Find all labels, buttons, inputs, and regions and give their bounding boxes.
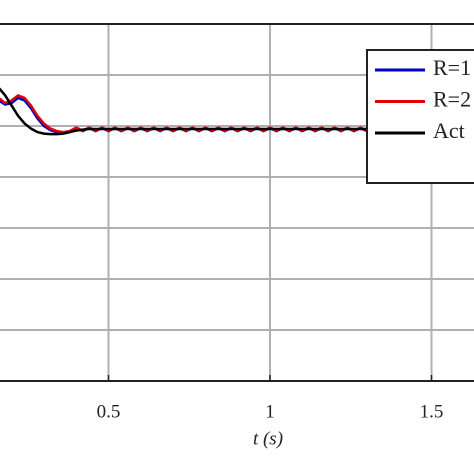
legend-label: R=2 xyxy=(433,87,471,112)
x-tick-label: 0.5 xyxy=(97,401,121,422)
legend-box xyxy=(366,49,474,184)
x-axis-label: t (s) xyxy=(253,428,283,449)
x-tick-label: 1.5 xyxy=(420,401,444,422)
plot-frame xyxy=(0,23,474,382)
x-tick-label: 1 xyxy=(265,401,275,422)
legend-label: Act xyxy=(433,118,465,143)
legend-label: R=1 xyxy=(433,55,471,80)
